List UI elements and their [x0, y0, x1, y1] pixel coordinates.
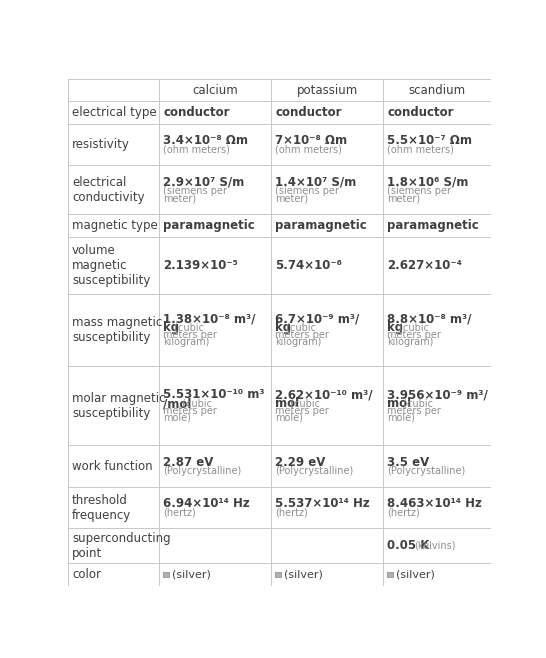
Text: 6.94×10¹⁴ Hz: 6.94×10¹⁴ Hz: [163, 497, 250, 511]
Text: meters per: meters per: [275, 330, 329, 340]
Text: paramagnetic: paramagnetic: [163, 219, 255, 232]
Text: (cubic: (cubic: [171, 323, 204, 333]
Text: (hertz): (hertz): [387, 508, 420, 518]
Text: (hertz): (hertz): [163, 508, 196, 518]
Text: 7×10⁻⁸ Ωm: 7×10⁻⁸ Ωm: [275, 134, 347, 147]
Text: 5.74×10⁻⁶: 5.74×10⁻⁶: [275, 259, 342, 272]
Text: paramagnetic: paramagnetic: [387, 219, 479, 232]
Text: (ohm meters): (ohm meters): [163, 145, 230, 155]
Text: mol: mol: [275, 397, 299, 410]
Text: 2.29 eV: 2.29 eV: [275, 456, 325, 469]
Text: 6.7×10⁻⁹ m³/: 6.7×10⁻⁹ m³/: [275, 313, 359, 326]
Text: 5.5×10⁻⁷ Ωm: 5.5×10⁻⁷ Ωm: [387, 134, 472, 147]
Bar: [387, 572, 393, 577]
Text: (ohm meters): (ohm meters): [387, 145, 454, 155]
Text: /mol: /mol: [163, 397, 192, 410]
Text: color: color: [72, 568, 101, 581]
Text: electrical type: electrical type: [72, 106, 157, 119]
Text: 2.9×10⁷ S/m: 2.9×10⁷ S/m: [163, 176, 245, 189]
Text: 8.8×10⁻⁸ m³/: 8.8×10⁻⁸ m³/: [387, 313, 472, 326]
Text: (cubic: (cubic: [283, 323, 316, 333]
Text: kg: kg: [275, 321, 292, 334]
Text: (cubic: (cubic: [180, 399, 212, 409]
Text: 3.4×10⁻⁸ Ωm: 3.4×10⁻⁸ Ωm: [163, 134, 248, 147]
Text: (silver): (silver): [171, 569, 211, 580]
Text: electrical
conductivity: electrical conductivity: [72, 176, 145, 204]
Text: 3.5 eV: 3.5 eV: [387, 456, 430, 469]
Bar: [163, 572, 169, 577]
Text: meters per: meters per: [387, 330, 441, 340]
Text: molar magnetic
susceptibility: molar magnetic susceptibility: [72, 392, 165, 420]
Text: (Polycrystalline): (Polycrystalline): [275, 467, 353, 476]
Text: superconducting
point: superconducting point: [72, 532, 171, 560]
Text: calcium: calcium: [192, 84, 238, 97]
Text: 1.8×10⁶ S/m: 1.8×10⁶ S/m: [387, 176, 469, 189]
Text: threshold
frequency: threshold frequency: [72, 494, 132, 522]
Text: 2.139×10⁻⁵: 2.139×10⁻⁵: [163, 259, 238, 272]
Text: 2.627×10⁻⁴: 2.627×10⁻⁴: [387, 259, 462, 272]
Text: meter): meter): [387, 193, 420, 203]
Text: 3.956×10⁻⁹ m³/: 3.956×10⁻⁹ m³/: [387, 388, 488, 401]
Text: (cubic: (cubic: [288, 399, 321, 409]
Text: kg: kg: [387, 321, 403, 334]
Text: meter): meter): [275, 193, 308, 203]
Text: (cubic: (cubic: [395, 323, 429, 333]
Text: kg: kg: [163, 321, 179, 334]
Text: meters per: meters per: [163, 330, 217, 340]
Text: kilogram): kilogram): [275, 337, 322, 347]
Text: mole): mole): [275, 413, 303, 422]
Text: mole): mole): [163, 413, 191, 422]
Text: volume
magnetic
susceptibility: volume magnetic susceptibility: [72, 244, 151, 287]
Text: meter): meter): [163, 193, 196, 203]
Text: 5.531×10⁻¹⁰ m³: 5.531×10⁻¹⁰ m³: [163, 388, 265, 401]
Text: meters per: meters per: [275, 405, 329, 415]
Text: (siemens per: (siemens per: [387, 186, 452, 196]
Text: work function: work function: [72, 460, 153, 472]
Text: conductor: conductor: [387, 106, 454, 119]
Text: mole): mole): [387, 413, 416, 422]
Text: 2.87 eV: 2.87 eV: [163, 456, 213, 469]
Text: (siemens per: (siemens per: [275, 186, 339, 196]
Text: conductor: conductor: [275, 106, 342, 119]
Text: kilogram): kilogram): [387, 337, 434, 347]
Text: (cubic: (cubic: [400, 399, 432, 409]
Text: (hertz): (hertz): [275, 508, 308, 518]
Text: paramagnetic: paramagnetic: [275, 219, 367, 232]
Text: 8.463×10¹⁴ Hz: 8.463×10¹⁴ Hz: [387, 497, 482, 511]
Text: mass magnetic
susceptibility: mass magnetic susceptibility: [72, 316, 162, 344]
Text: meters per: meters per: [163, 405, 217, 415]
Text: mol: mol: [387, 397, 412, 410]
Text: 1.38×10⁻⁸ m³/: 1.38×10⁻⁸ m³/: [163, 313, 256, 326]
Text: (Polycrystalline): (Polycrystalline): [387, 467, 466, 476]
Text: potassium: potassium: [297, 84, 358, 97]
Text: 5.537×10¹⁴ Hz: 5.537×10¹⁴ Hz: [275, 497, 370, 511]
Text: (ohm meters): (ohm meters): [275, 145, 342, 155]
Text: 2.62×10⁻¹⁰ m³/: 2.62×10⁻¹⁰ m³/: [275, 388, 373, 401]
Text: (kelvins): (kelvins): [414, 541, 456, 551]
Text: kilogram): kilogram): [163, 337, 210, 347]
Text: (siemens per: (siemens per: [163, 186, 227, 196]
Text: scandium: scandium: [409, 84, 466, 97]
Text: resistivity: resistivity: [72, 138, 130, 151]
Text: meters per: meters per: [387, 405, 441, 415]
Text: (silver): (silver): [284, 569, 323, 580]
Bar: [275, 572, 281, 577]
Text: magnetic type: magnetic type: [72, 219, 158, 232]
Text: (Polycrystalline): (Polycrystalline): [163, 467, 241, 476]
Text: (silver): (silver): [396, 569, 435, 580]
Text: 1.4×10⁷ S/m: 1.4×10⁷ S/m: [275, 176, 357, 189]
Text: 0.05 K: 0.05 K: [387, 540, 430, 552]
Text: conductor: conductor: [163, 106, 230, 119]
